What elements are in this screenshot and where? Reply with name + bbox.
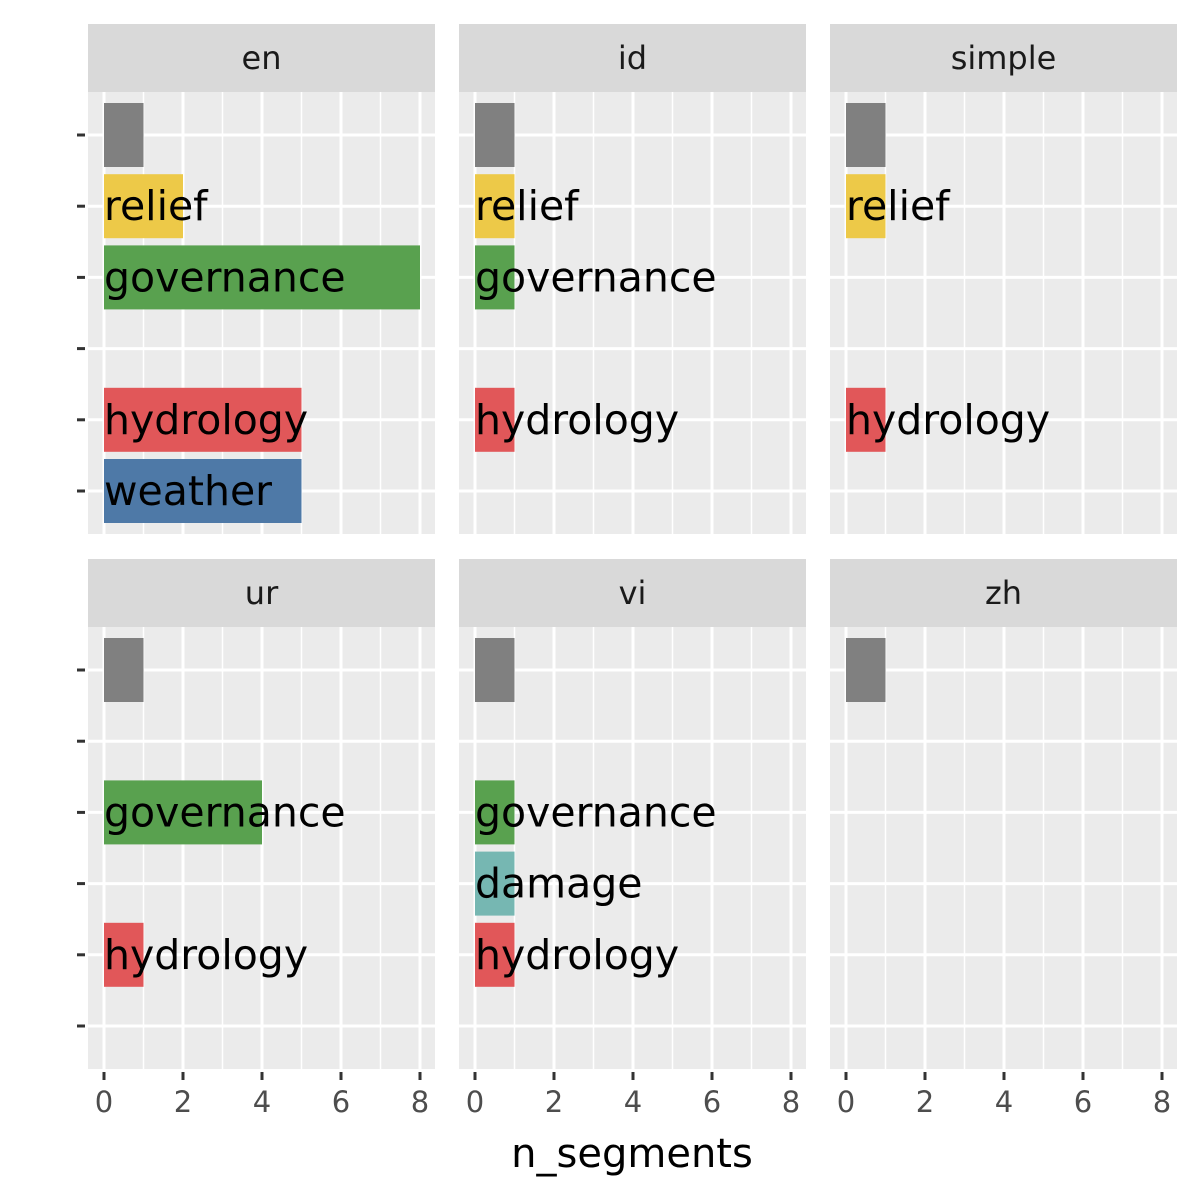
facet-strip-label: id <box>618 39 647 77</box>
bar-hydrology <box>104 922 144 987</box>
x-tick-label: 0 <box>466 1085 484 1119</box>
facet-panel-simple: simple relief hydrology <box>830 24 1177 534</box>
bar-damage <box>475 851 515 916</box>
facet-panel-zh: zh 0 2 4 6 8 <box>830 559 1177 1119</box>
facet-strip-label: vi <box>619 574 647 612</box>
facet-panel-ur: ur governance hydrology 0 2 4 6 8 <box>77 559 435 1119</box>
bar-hydrology <box>846 387 886 452</box>
x-tick-label: 4 <box>624 1085 642 1119</box>
facet-panel-id: id relief governance hydrology <box>459 24 806 534</box>
bar-unlabeled <box>846 638 886 702</box>
bar-label: hydrology <box>104 931 308 979</box>
facet-panels: en relief governance hydrology weather id reli… <box>77 24 1177 1119</box>
bar-hydrology <box>475 922 515 987</box>
facet-strip-label: ur <box>245 574 279 612</box>
x-tick-label: 4 <box>253 1085 271 1119</box>
facet-panel-vi: vi governance damage hydrology 0 2 4 6 8 <box>459 559 806 1119</box>
bar-label: relief <box>475 182 580 230</box>
bar-governance <box>104 245 420 310</box>
facet-strip-label: en <box>242 39 282 77</box>
bar-label: hydrology <box>104 396 308 444</box>
x-tick-label: 8 <box>411 1085 429 1119</box>
facet-strip <box>88 24 435 92</box>
bar-unlabeled <box>846 103 886 167</box>
bar-governance <box>475 245 515 310</box>
x-tick-label: 0 <box>837 1085 855 1119</box>
bar-unlabeled <box>475 638 515 702</box>
bar-unlabeled <box>104 103 144 167</box>
bar-governance <box>475 780 515 845</box>
facet-strip <box>459 24 806 92</box>
bar-label: hydrology <box>475 931 679 979</box>
facet-strip <box>459 559 806 627</box>
bar-label: hydrology <box>475 396 679 444</box>
x-tick-label: 2 <box>545 1085 563 1119</box>
x-tick-label: 6 <box>332 1085 350 1119</box>
x-tick-label: 2 <box>916 1085 934 1119</box>
bar-unlabeled <box>475 103 515 167</box>
bar-label: weather <box>104 467 272 515</box>
bar-hydrology <box>475 387 515 452</box>
x-tick-label: 4 <box>995 1085 1013 1119</box>
facet-strip-label: simple <box>951 39 1057 77</box>
bar-weather <box>104 459 302 523</box>
x-tick-label: 8 <box>782 1085 800 1119</box>
bar-label: relief <box>104 182 209 230</box>
bar-unlabeled <box>104 638 144 702</box>
facet-strip-label: zh <box>985 574 1022 612</box>
facet-strip <box>830 559 1177 627</box>
bar-governance <box>104 780 262 845</box>
bar-relief <box>846 174 886 239</box>
x-tick-label: 2 <box>174 1085 192 1119</box>
bar-hydrology <box>104 387 302 452</box>
bar-relief <box>104 174 183 239</box>
bar-label: hydrology <box>846 396 1050 444</box>
x-tick-label: 6 <box>703 1085 721 1119</box>
bar-label: governance <box>475 788 717 836</box>
bar-label: damage <box>475 860 642 908</box>
x-axis-title: n_segments <box>511 1131 753 1177</box>
x-tick-label: 6 <box>1074 1085 1092 1119</box>
facet-panel-en: en relief governance hydrology weather <box>77 24 435 534</box>
bar-label: governance <box>475 253 717 301</box>
facet-strip <box>88 559 435 627</box>
bar-label: governance <box>104 253 346 301</box>
x-tick-label: 8 <box>1153 1085 1171 1119</box>
facet-strip <box>830 24 1177 92</box>
bar-relief <box>475 174 515 239</box>
x-tick-label: 0 <box>95 1085 113 1119</box>
bar-label: governance <box>104 788 346 836</box>
bar-label: relief <box>846 182 951 230</box>
